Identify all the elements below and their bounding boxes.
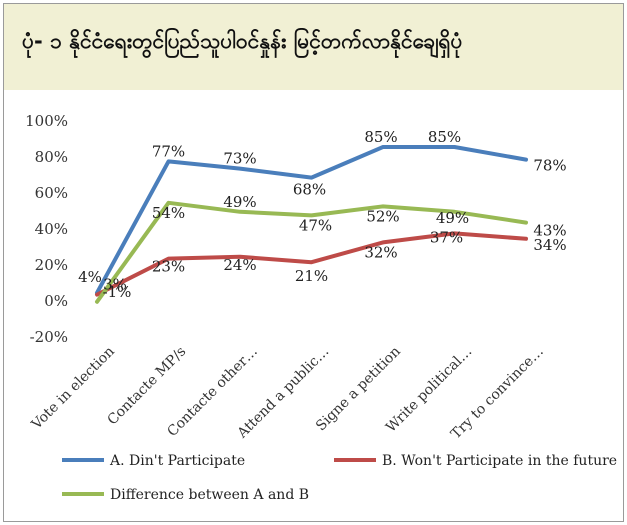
y-tick-label: 20%: [35, 256, 68, 274]
data-label-a: 68%: [293, 181, 326, 199]
data-label-diff: 52%: [366, 207, 399, 225]
legend-label: B. Won't Participate in the future: [382, 453, 617, 469]
data-label-b: 21%: [295, 267, 328, 285]
legend-label: A. Din't Participate: [109, 453, 245, 469]
data-label-diff: 49%: [223, 193, 256, 211]
data-label-b: 23%: [152, 258, 185, 276]
y-tick-label: 40%: [35, 220, 68, 238]
series-line-difference-between-a-and-b: [95, 200, 528, 304]
data-label-a: 78%: [533, 157, 566, 175]
data-label-b: 32%: [364, 243, 397, 261]
data-label-a: 73%: [223, 150, 256, 168]
y-tick-label: -20%: [30, 328, 68, 346]
data-label-diff: 54%: [152, 204, 185, 222]
title-bar: ပုံ- ၁ နိုင်ငံရေးတွင်ပြည်သူပါဝင်နှုန်း မ…: [4, 4, 623, 90]
y-tick-label: 80%: [35, 148, 68, 166]
figure-frame: ပုံ- ၁ နိုင်ငံရေးတွင်ပြည်သူပါဝင်နှုန်း မ…: [3, 3, 624, 522]
data-label-b: 24%: [223, 256, 256, 274]
data-label-a: 4%: [78, 268, 102, 286]
data-label-a: 85%: [428, 128, 461, 146]
x-tick-label: Vote in election: [28, 344, 118, 434]
data-label-diff: 43%: [533, 222, 566, 240]
data-label-a: 85%: [364, 128, 397, 146]
data-label-b: 37%: [430, 228, 463, 246]
y-tick-label: 100%: [25, 112, 68, 130]
line-chart: 100%80%60%40%20%0%-20%Vote in electionCo…: [25, 112, 617, 503]
data-label-b: 34%: [533, 236, 566, 254]
series-line-a-din-t-participate: [95, 145, 528, 295]
data-label-diff: -1%: [103, 283, 132, 301]
data-label-diff: 49%: [436, 209, 469, 227]
data-label-b: 3%: [103, 276, 127, 294]
data-label-a: 77%: [152, 142, 185, 160]
figure-title: ပုံ- ၁ နိုင်ငံရေးတွင်ပြည်သူပါဝင်နှုန်း မ…: [22, 29, 463, 53]
legend-label: Difference between A and B: [110, 487, 309, 503]
series-line-b-won-t-participate-in-the-future: [95, 231, 528, 297]
data-label-diff: 47%: [299, 216, 332, 234]
y-tick-label: 0%: [44, 292, 68, 310]
y-tick-label: 60%: [35, 184, 68, 202]
